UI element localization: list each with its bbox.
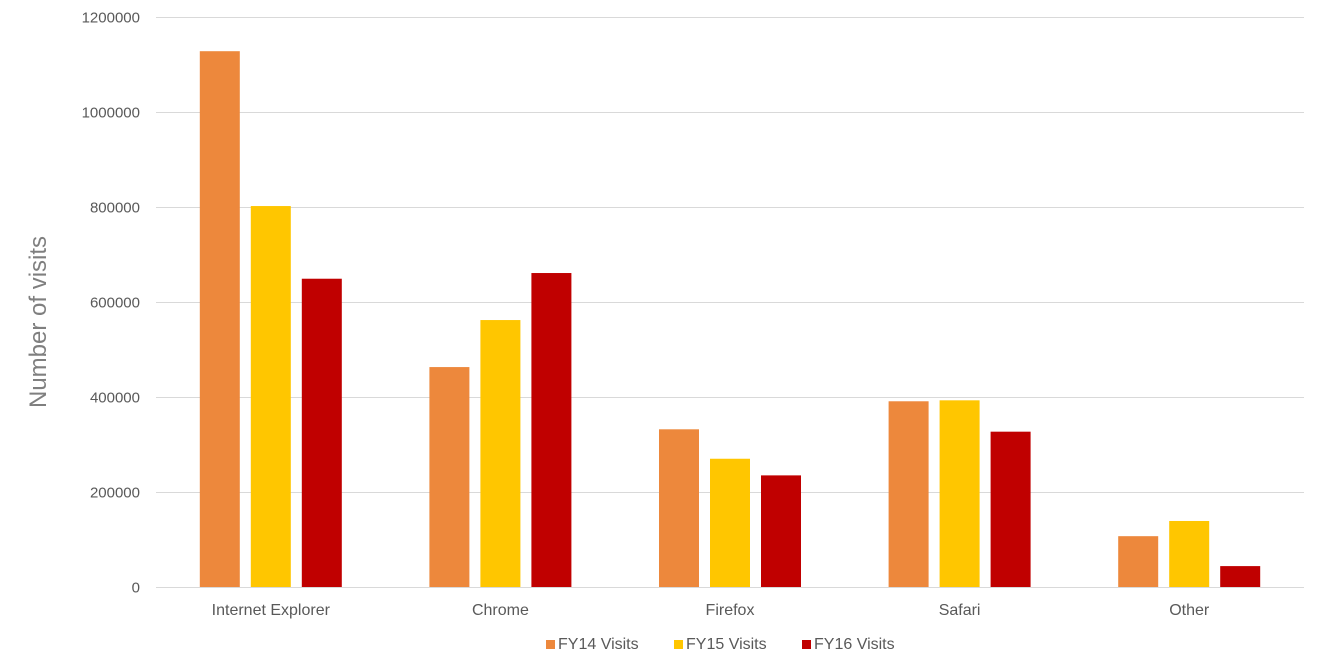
bar-fy14-visits-firefox: [659, 429, 699, 587]
y-axis-ticks: 0 200000 400000 600000 800000 1000000 1200000: [82, 10, 140, 597]
bar-fy16-visits-chrome: [531, 273, 572, 587]
bar-fy15-visits-firefox: [710, 458, 750, 587]
y-tick-label: 400000: [90, 390, 140, 407]
bar-fy16-visits-other: [1220, 566, 1261, 587]
x-axis-labels: Internet Explorer Chrome Firefox Safari Othe…: [212, 602, 1210, 619]
y-tick-label: 600000: [90, 295, 140, 312]
bar-fy16-visits-safari: [990, 431, 1031, 587]
legend-swatch: [674, 640, 683, 649]
legend-label: FY14 Visits: [558, 636, 639, 653]
bar-fy15-visits-safari: [939, 400, 980, 587]
gridlines: [156, 17, 1304, 588]
bar-fy14-visits-chrome: [429, 367, 470, 587]
bar-fy14-visits-other: [1118, 536, 1159, 587]
legend-swatch: [546, 640, 555, 649]
legend-label: FY16 Visits: [814, 636, 895, 653]
bar-fy16-visits-firefox: [761, 475, 801, 587]
y-tick-label: 800000: [90, 200, 140, 217]
bar-fy15-visits-chrome: [480, 320, 521, 587]
x-tick-label: Firefox: [706, 602, 755, 619]
legend-swatch: [802, 640, 811, 649]
y-tick-label: 0: [132, 580, 140, 597]
x-tick-label: Safari: [939, 602, 981, 619]
y-tick-label: 1200000: [82, 10, 140, 27]
x-tick-label: Chrome: [472, 602, 529, 619]
bar-fy15-visits-internet-explorer: [250, 206, 291, 588]
bar-fy14-visits-internet-explorer: [199, 51, 240, 587]
y-tick-label: 1000000: [82, 105, 140, 122]
x-tick-label: Internet Explorer: [212, 602, 331, 619]
bar-fy14-visits-safari: [888, 401, 929, 587]
bar-fy16-visits-internet-explorer: [301, 278, 342, 587]
y-axis-title: Number of visits: [25, 236, 52, 408]
x-tick-label: Other: [1169, 602, 1210, 619]
bars: [199, 51, 1261, 588]
legend: FY14 Visits FY15 Visits FY16 Visits: [546, 636, 895, 653]
legend-label: FY15 Visits: [686, 636, 767, 653]
bar-fy15-visits-other: [1169, 520, 1210, 587]
y-tick-label: 200000: [90, 485, 140, 502]
